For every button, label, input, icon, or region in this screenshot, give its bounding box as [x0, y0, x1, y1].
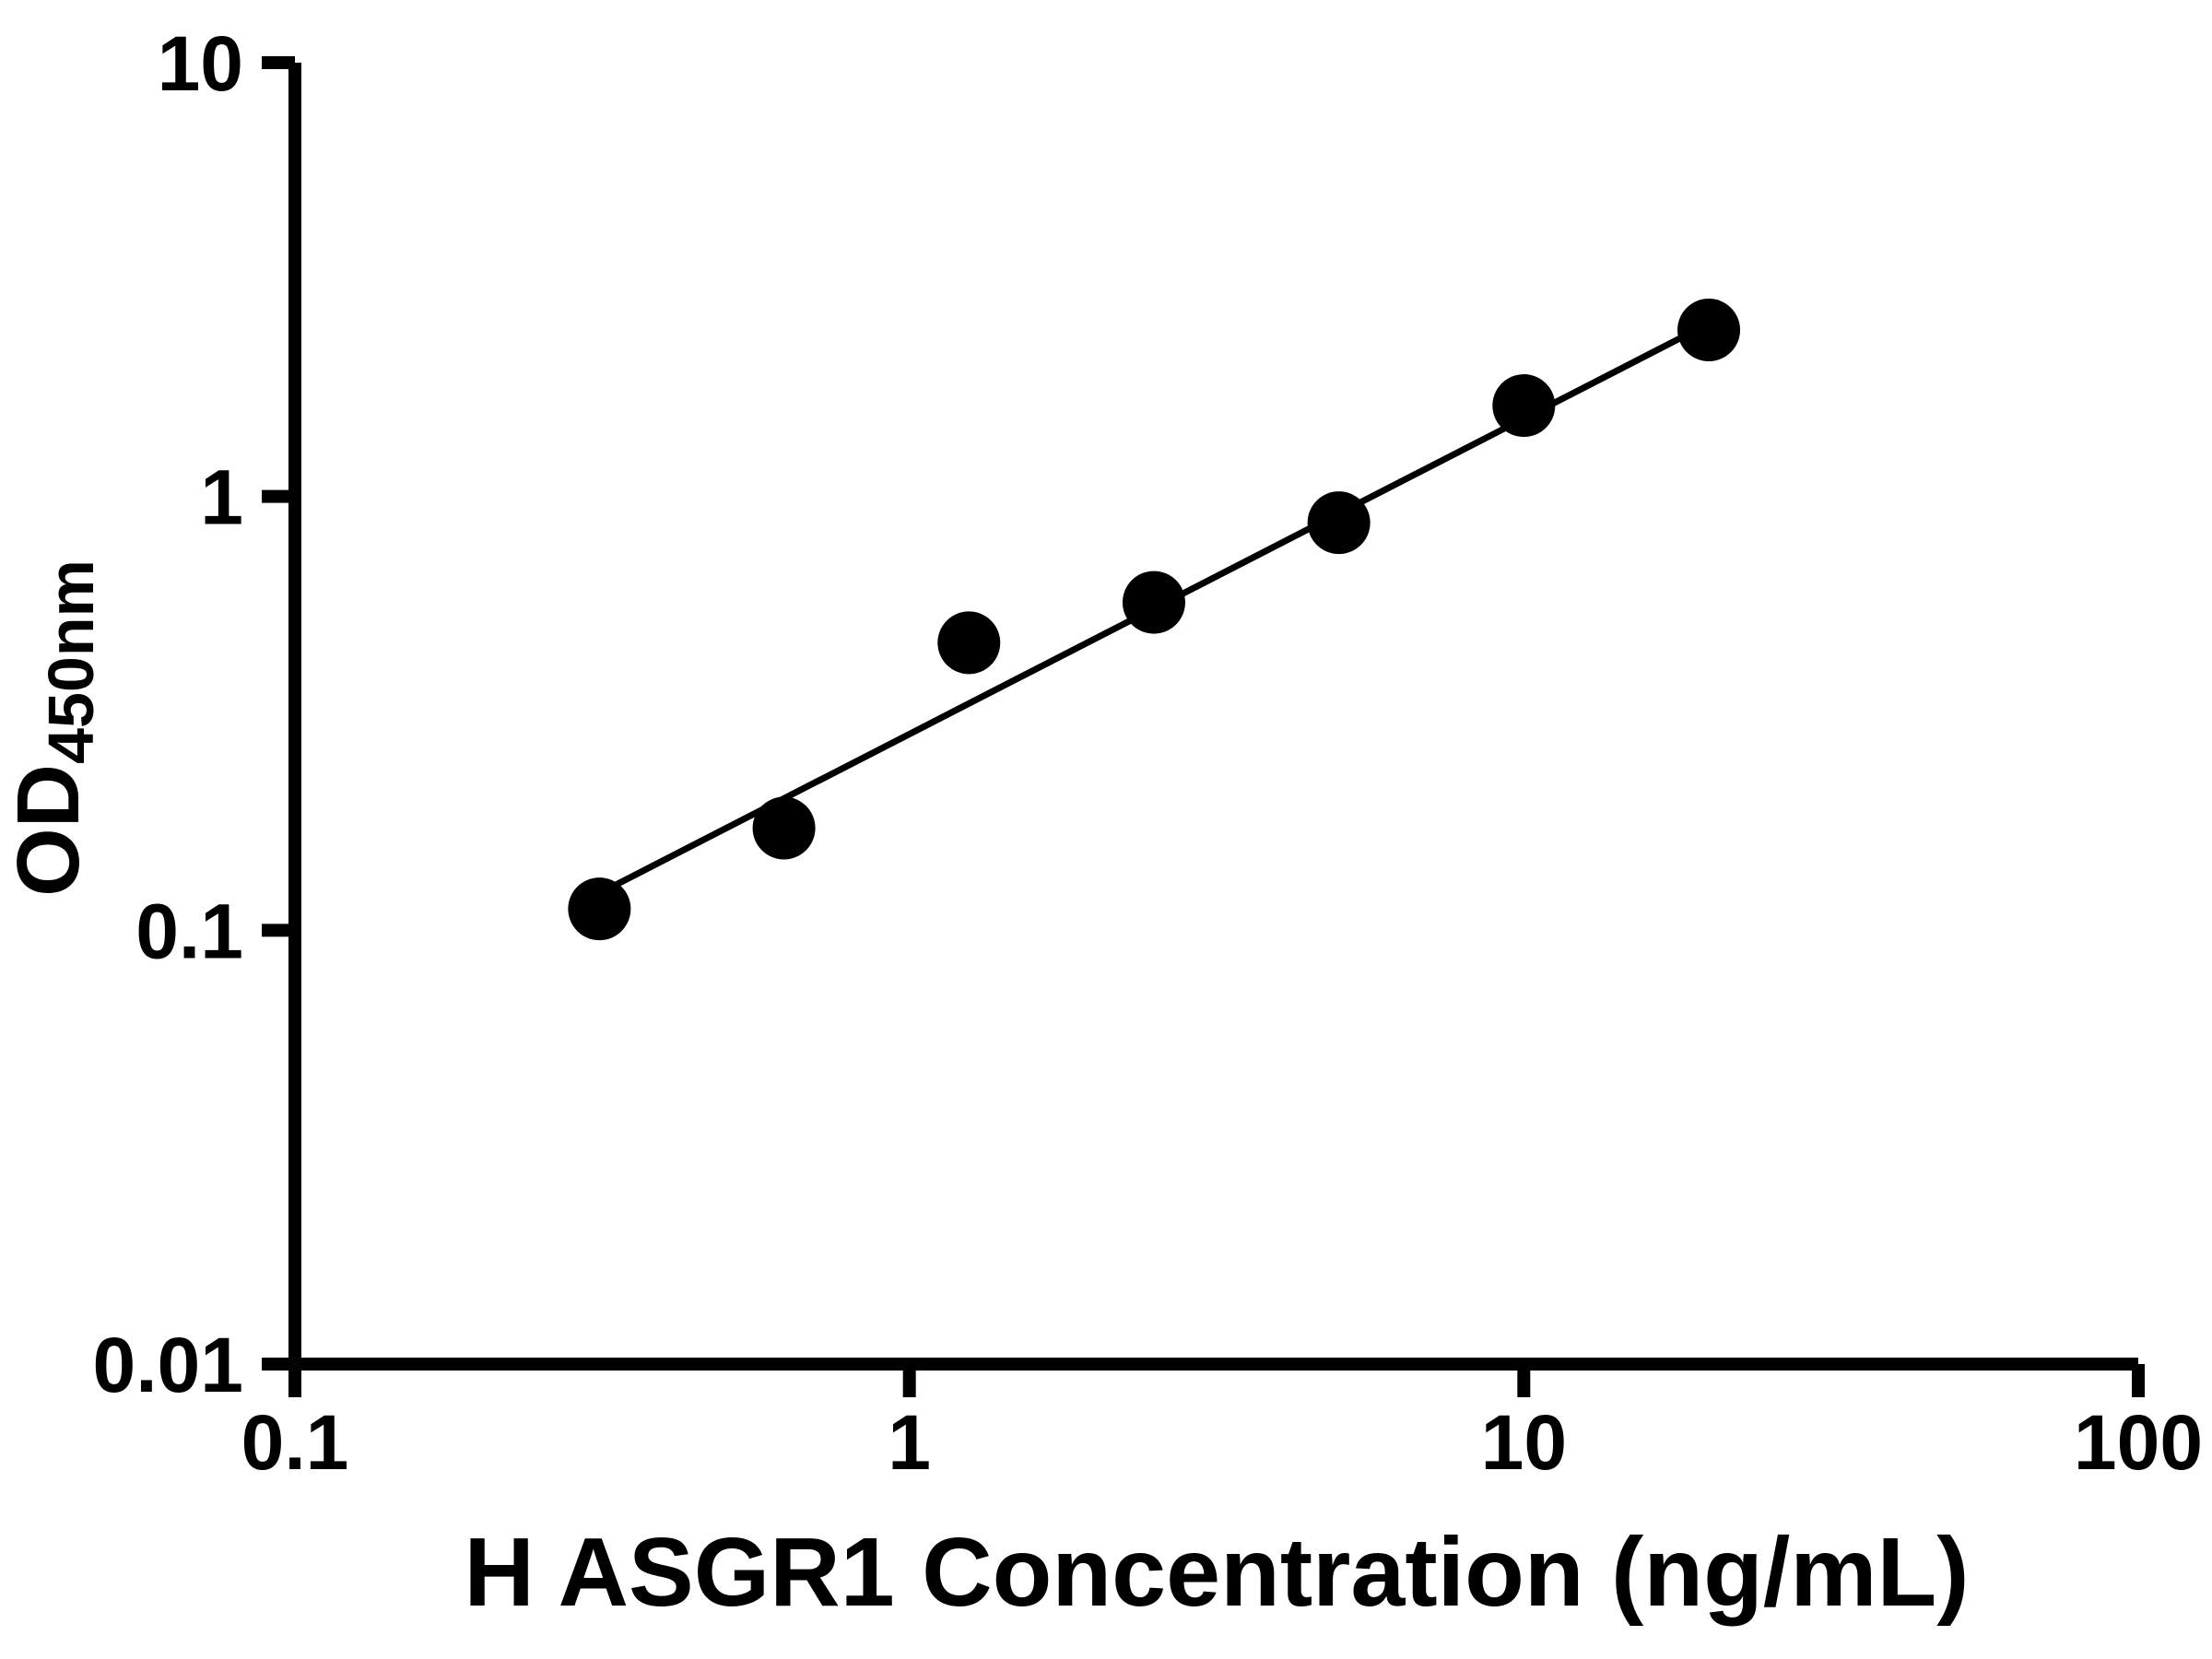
x-axis-tick-label: 100	[2074, 1399, 2203, 1486]
data-point	[752, 796, 816, 860]
y-axis-tick-label: 0.1	[135, 888, 243, 974]
x-axis-tick-label: 0.1	[241, 1399, 349, 1486]
x-axis-title: H ASGR1 Concentration (ng/mL)	[464, 1518, 1969, 1627]
y-axis-tick-label: 0.01	[93, 1322, 244, 1408]
data-point	[1677, 299, 1741, 362]
data-point	[937, 611, 1001, 675]
data-point	[1122, 571, 1185, 634]
y-axis-title: OD450nm	[0, 559, 107, 897]
y-axis-title-subscript: 450nm	[35, 559, 107, 764]
axis-lines	[288, 63, 2138, 1371]
data-point	[1307, 491, 1371, 555]
data-point	[1492, 374, 1556, 438]
x-axis-tick-label: 1	[888, 1399, 931, 1486]
data-point	[568, 877, 631, 941]
y-axis-title-main: OD	[0, 764, 98, 897]
y-axis-tick-label: 1	[200, 454, 243, 541]
x-axis-tick-label: 10	[1481, 1399, 1567, 1486]
y-axis-tick-label: 10	[158, 20, 243, 107]
